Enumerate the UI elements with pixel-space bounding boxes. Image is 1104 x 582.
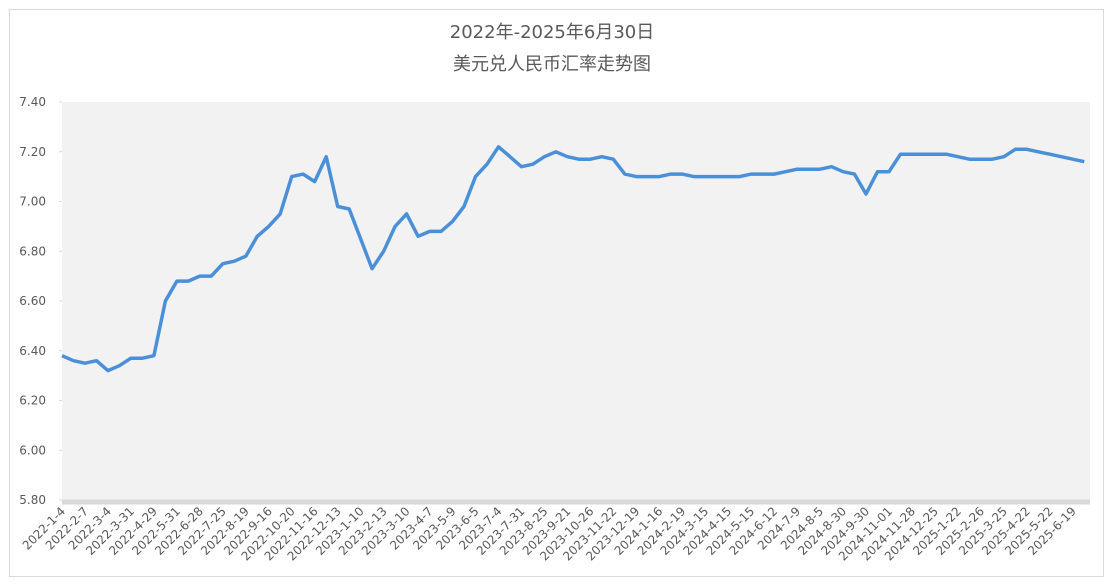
y-tick-label: 5.80 (19, 493, 46, 507)
plot-area (62, 102, 1090, 500)
y-tick-label: 7.40 (19, 95, 46, 109)
y-tick-label: 6.40 (19, 344, 46, 358)
y-tick-label: 6.80 (19, 244, 46, 258)
chart-title: 2022年-2025年6月30日 (450, 22, 654, 43)
chart-subtitle: 美元兑人民币汇率走势图 (453, 54, 651, 75)
y-tick-label: 7.00 (19, 195, 46, 209)
data-line (61, 145, 1085, 373)
y-tick-label: 6.60 (19, 294, 46, 308)
y-tick-label: 6.20 (19, 394, 46, 408)
y-tick-label: 7.20 (19, 145, 46, 159)
y-tick-label: 6.00 (19, 443, 46, 457)
